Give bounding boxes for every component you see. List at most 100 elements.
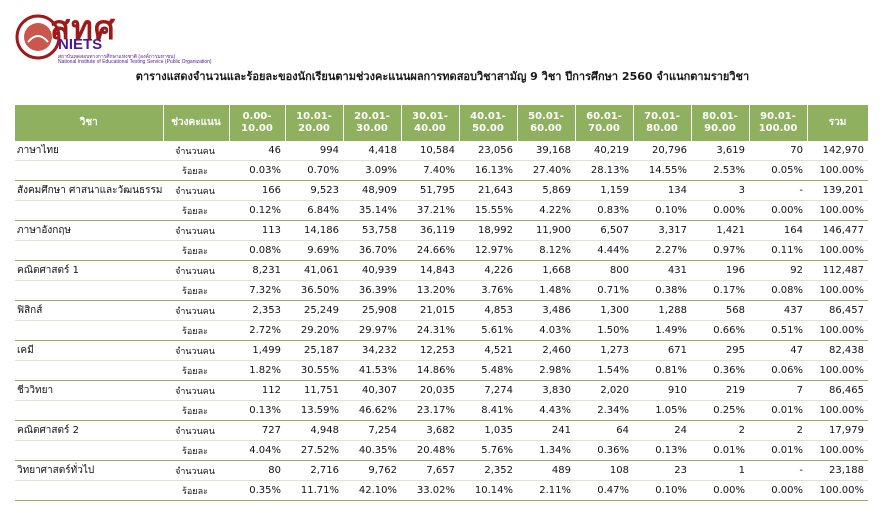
table-row: ร้อยละ 4.04% 27.52% 40.35% 20.48% 5.76% 1.34% 0… (15, 440, 868, 461)
count-cell: 2,716 (285, 460, 343, 481)
count-cell: 3,486 (517, 300, 575, 321)
count-total-cell: 86,457 (807, 300, 868, 321)
count-cell: 41,061 (285, 260, 343, 281)
percent-cell: 2.98% (517, 360, 575, 381)
count-cell: 36,119 (401, 220, 459, 241)
count-cell: - (749, 460, 807, 481)
percent-cell: 2.34% (575, 400, 633, 421)
count-label: จำนวนคน (163, 380, 229, 401)
count-label: จำนวนคน (163, 300, 229, 321)
percent-cell: 0.12% (229, 200, 285, 221)
table-row: ร้อยละ 2.72% 29.20% 29.97% 24.31% 5.61% 4.03% 1… (15, 320, 868, 341)
percent-label: ร้อยละ (163, 400, 229, 421)
count-label: จำนวนคน (163, 340, 229, 361)
percent-cell: 11.71% (285, 480, 343, 501)
count-cell: 1,421 (691, 220, 749, 241)
count-cell: 164 (749, 220, 807, 241)
count-cell: 108 (575, 460, 633, 481)
table-row: ร้อยละ 0.03% 0.70% 3.09% 7.40% 16.13% 27.40% 28… (15, 160, 868, 181)
percent-cell: 29.20% (285, 320, 343, 341)
count-cell: 910 (633, 380, 691, 401)
percent-cell: 0.51% (749, 320, 807, 341)
header-bin: 20.01- 30.00 (343, 105, 402, 141)
percent-cell: 0.01% (749, 400, 807, 421)
percent-cell: 42.10% (343, 480, 401, 501)
count-cell: 568 (691, 300, 749, 321)
count-cell: 1,159 (575, 180, 633, 201)
percent-cell: 6.84% (285, 200, 343, 221)
subject-blank (15, 240, 163, 261)
percent-cell: 1.49% (633, 320, 691, 341)
percent-label: ร้อยละ (163, 480, 229, 501)
logo-mark: สทศ (50, 8, 116, 47)
count-cell: 40,939 (343, 260, 401, 281)
percent-label: ร้อยละ (163, 320, 229, 341)
count-cell: 20,796 (633, 141, 691, 161)
percent-cell: 12.97% (459, 240, 517, 261)
count-cell: 12,253 (401, 340, 459, 361)
count-cell: 489 (517, 460, 575, 481)
count-cell: 295 (691, 340, 749, 361)
logo-org-thai: สถาบันทดสอบทางการศึกษาแห่งชาติ (องค์การม… (58, 54, 176, 60)
percent-label: ร้อยละ (163, 280, 229, 301)
count-label: จำนวนคน (163, 260, 229, 281)
count-cell: - (749, 180, 807, 201)
percent-cell: 5.76% (459, 440, 517, 461)
count-cell: 23,056 (459, 141, 517, 161)
percent-cell: 10.14% (459, 480, 517, 501)
percent-cell: 0.05% (749, 160, 807, 181)
subject-name: คณิตศาสตร์ 2 (15, 420, 163, 441)
header-bin: 60.01- 70.00 (575, 105, 634, 141)
table-row: วิทยาศาสตร์ทั่วไป จำนวนคน 80 2,716 9,762 7,65… (15, 460, 868, 481)
count-cell: 5,869 (517, 180, 575, 201)
count-cell: 2 (691, 420, 749, 441)
count-cell: 4,418 (343, 141, 401, 161)
percent-cell: 27.40% (517, 160, 575, 181)
percent-total-cell: 100.00% (807, 360, 868, 381)
percent-cell: 5.48% (459, 360, 517, 381)
percent-total-cell: 100.00% (807, 400, 868, 421)
count-total-cell: 86,465 (807, 380, 868, 401)
count-cell: 24 (633, 420, 691, 441)
count-cell: 3,682 (401, 420, 459, 441)
percent-cell: 0.36% (691, 360, 749, 381)
count-cell: 219 (691, 380, 749, 401)
percent-cell: 0.47% (575, 480, 633, 501)
count-cell: 14,843 (401, 260, 459, 281)
count-cell: 196 (691, 260, 749, 281)
count-cell: 53,758 (343, 220, 401, 241)
count-cell: 92 (749, 260, 807, 281)
count-total-cell: 146,477 (807, 220, 868, 241)
percent-cell: 0.71% (575, 280, 633, 301)
count-cell: 2,353 (229, 300, 285, 321)
table-row: เคมี จำนวนคน 1,499 25,187 34,232 12,253 4,521 2… (15, 340, 868, 361)
count-label: จำนวนคน (163, 420, 229, 441)
count-total-cell: 142,970 (807, 141, 868, 161)
count-cell: 40,307 (343, 380, 401, 401)
percent-cell: 1.54% (575, 360, 633, 381)
percent-label: ร้อยละ (163, 200, 229, 221)
count-cell: 18,992 (459, 220, 517, 241)
percent-total-cell: 100.00% (807, 440, 868, 461)
count-cell: 14,186 (285, 220, 343, 241)
table-row: คณิตศาสตร์ 1 จำนวนคน 8,231 41,061 40,939 14,8… (15, 260, 868, 281)
subject-name: ฟิสิกส์ (15, 300, 163, 321)
count-cell: 4,948 (285, 420, 343, 441)
count-label: จำนวนคน (163, 460, 229, 481)
count-cell: 40,219 (575, 141, 633, 161)
subject-blank (15, 320, 163, 341)
percent-cell: 14.86% (401, 360, 459, 381)
count-cell: 727 (229, 420, 285, 441)
count-total-cell: 23,188 (807, 460, 868, 481)
subject-blank (15, 440, 163, 461)
header-bin: 70.01- 80.00 (633, 105, 692, 141)
percent-cell: 7.40% (401, 160, 459, 181)
percent-cell: 36.39% (343, 280, 401, 301)
count-cell: 431 (633, 260, 691, 281)
percent-cell: 0.01% (749, 440, 807, 461)
percent-cell: 0.81% (633, 360, 691, 381)
header-total: รวม (807, 105, 869, 141)
percent-cell: 4.22% (517, 200, 575, 221)
percent-cell: 14.55% (633, 160, 691, 181)
percent-cell: 27.52% (285, 440, 343, 461)
